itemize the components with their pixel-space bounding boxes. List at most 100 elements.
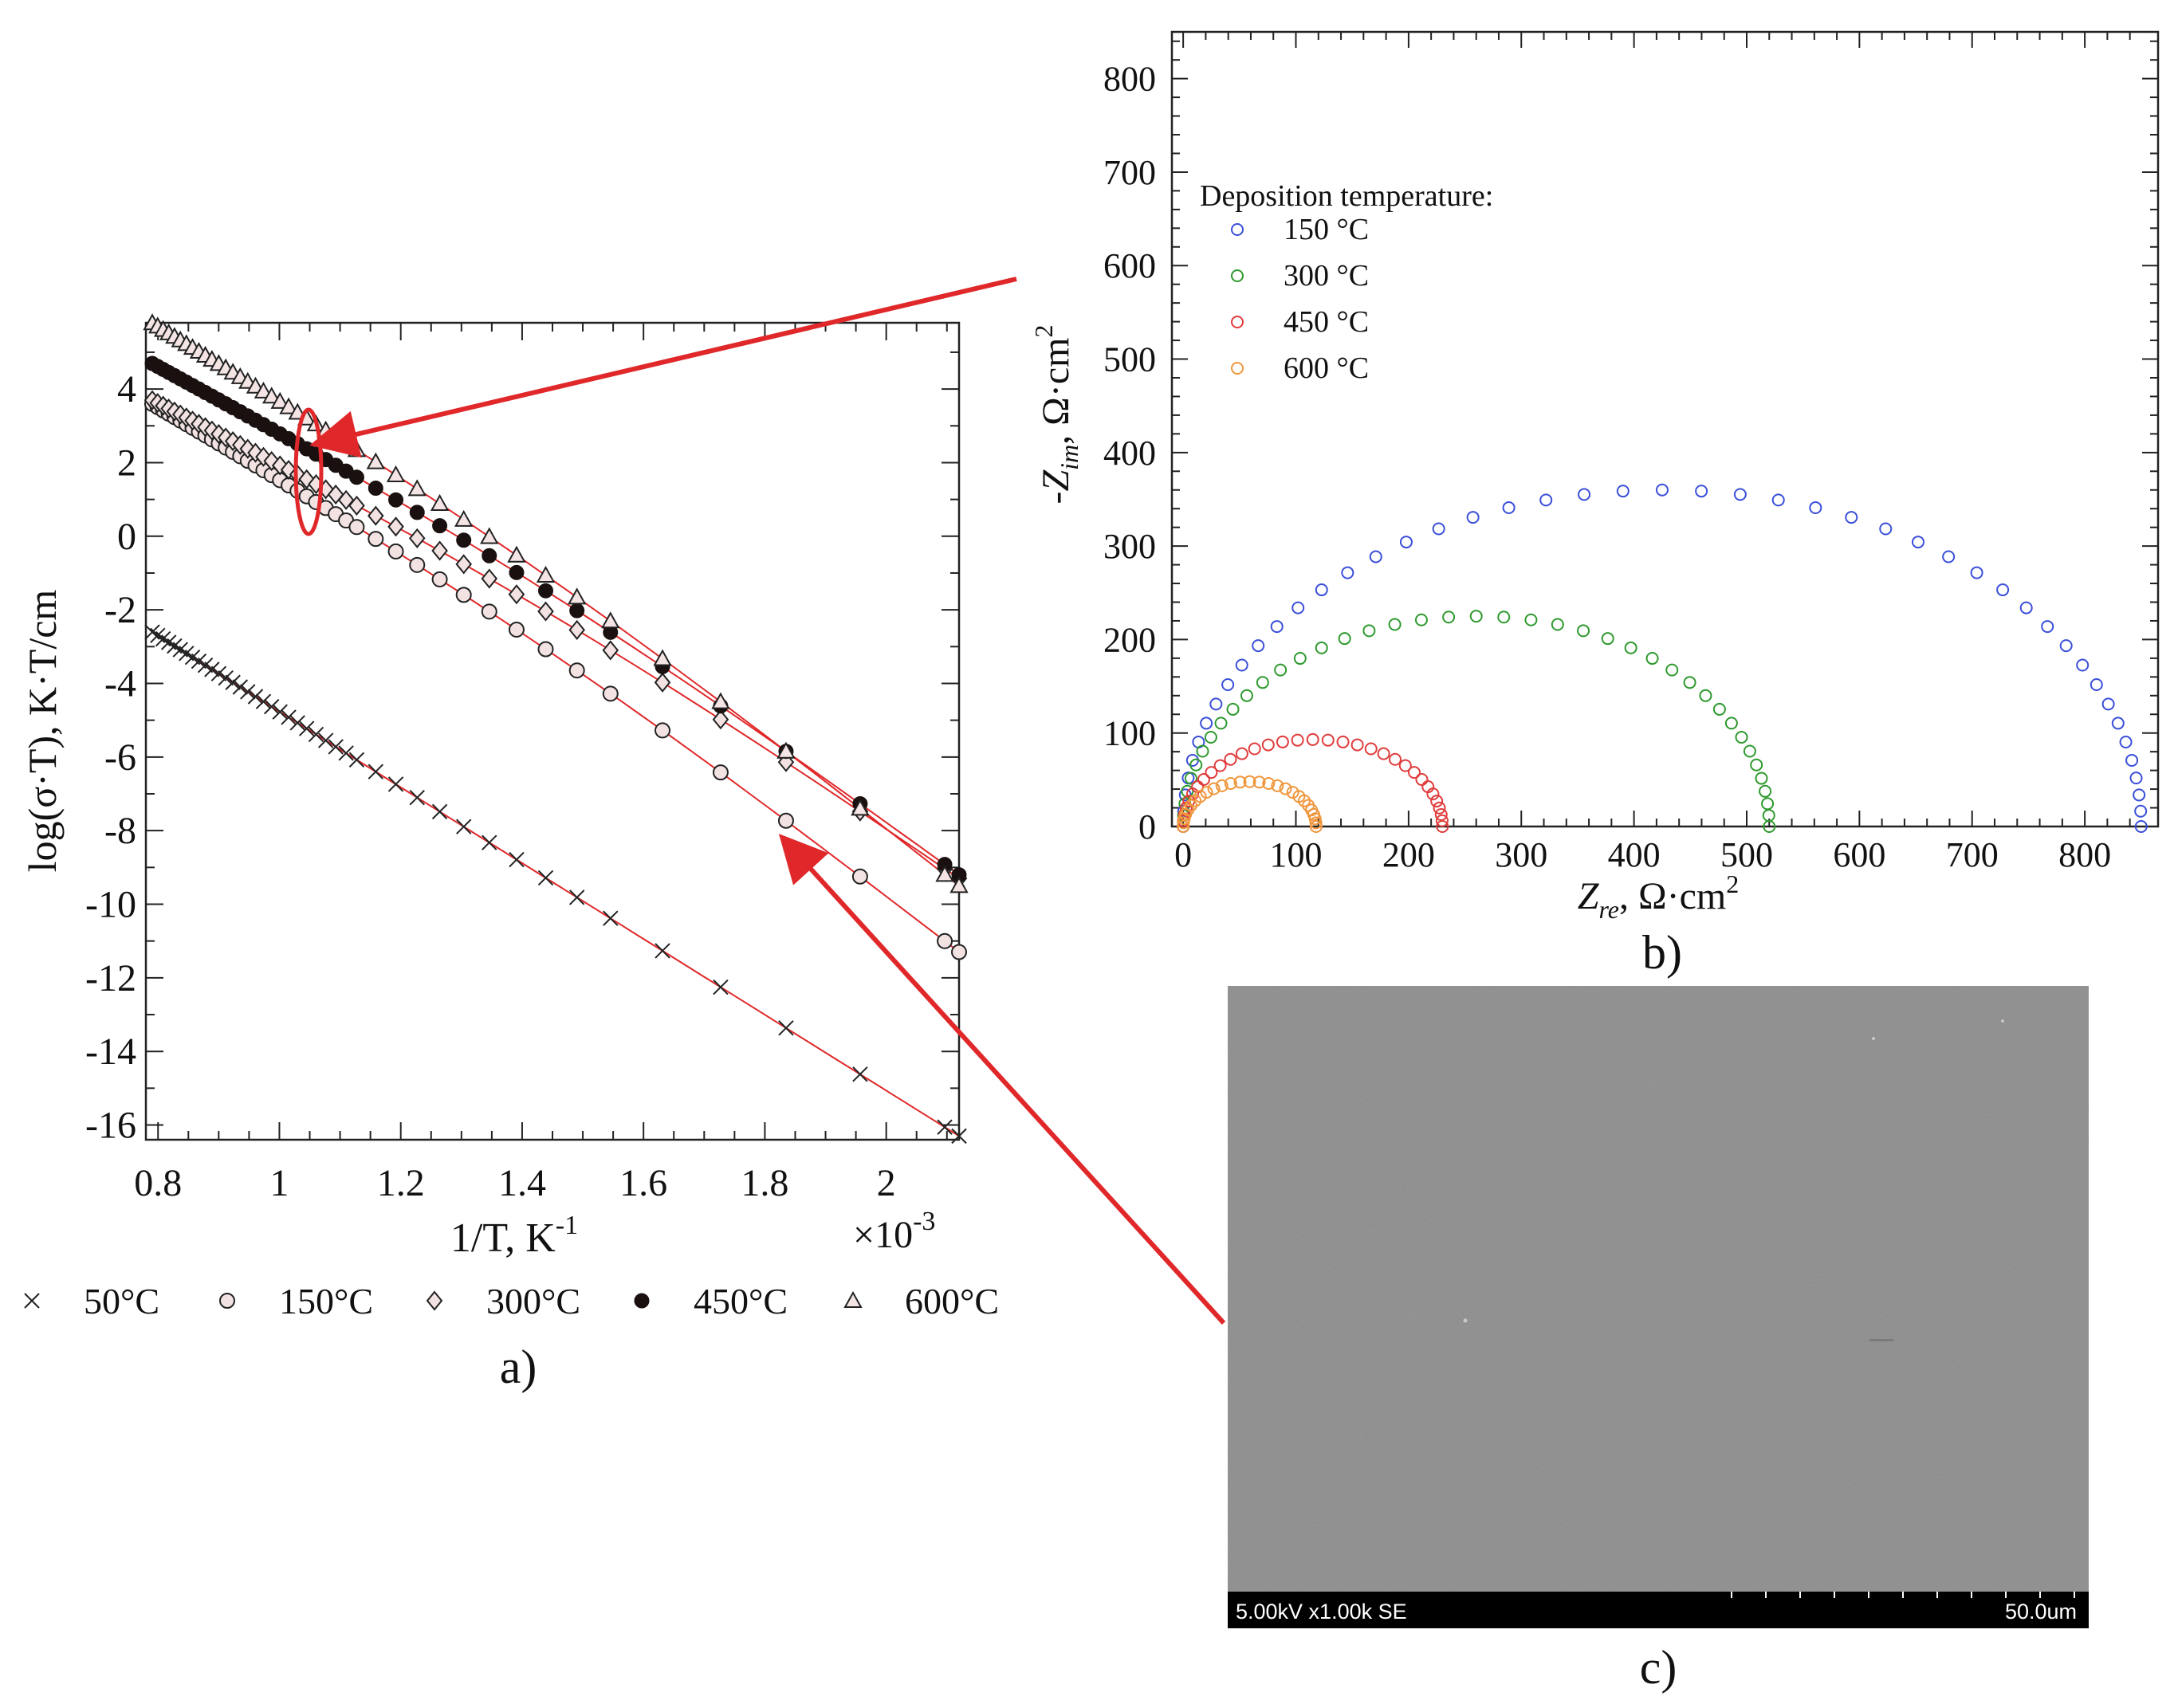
chart-b-x-tick-label: 500 <box>1720 835 1773 874</box>
chart-a-y-tick-label: -16 <box>85 1105 136 1147</box>
chart-a-y-tick-label: -6 <box>104 736 136 779</box>
chart-b-point <box>1761 797 1775 811</box>
chart-b-point <box>1261 738 1275 752</box>
chart-a-point <box>569 603 585 618</box>
chart-a-point <box>776 741 796 759</box>
chart-a-point <box>225 674 241 690</box>
chart-a-legend-marker <box>219 1293 235 1309</box>
sem-image-panel: 5.00kV x1.00k SE 50.0um c) <box>1228 986 2089 1694</box>
chart-a-point <box>509 564 525 580</box>
chart-a-point <box>431 571 448 587</box>
chart-b-point <box>1645 652 1659 666</box>
chart-a-point <box>480 527 499 544</box>
chart-a-point <box>536 565 556 583</box>
chart-b-point <box>2119 736 2133 749</box>
chart-b-point <box>1196 744 1209 758</box>
chart-a-point <box>951 1128 967 1145</box>
chart-a-point <box>455 819 472 834</box>
chart-a-x-tick-label: 1.4 <box>498 1162 546 1204</box>
chart-b-point <box>1665 663 1679 677</box>
sem-info-bar <box>1228 1592 2089 1628</box>
chart-b-point <box>1435 814 1449 827</box>
chart-b-point <box>1252 639 1265 653</box>
chart-a-y-tick-label: -2 <box>104 589 136 631</box>
chart-a-y-tick-label: -10 <box>85 884 136 926</box>
chart-b-legend-marker <box>1231 269 1244 282</box>
chart-b-point <box>2134 820 2148 833</box>
chart-b-point <box>1338 632 1351 646</box>
chart-b-markers <box>1177 483 2148 833</box>
highlight-ellipse <box>293 407 324 536</box>
chart-b-point <box>1293 652 1307 666</box>
chart-b-point <box>1763 820 1776 833</box>
chart-a-point <box>263 698 280 715</box>
chart-b-x-tick-label: 200 <box>1382 835 1435 874</box>
chart-a-point <box>368 505 384 526</box>
chart-b-point <box>2019 601 2033 614</box>
chart-b-point <box>2129 772 2143 785</box>
chart-b-point <box>1578 488 1591 501</box>
chart-a-point <box>508 584 525 605</box>
chart-b-point <box>1309 820 1323 833</box>
chart-a-x-tick-label: 1 <box>269 1162 289 1204</box>
chart-a-point <box>255 693 272 709</box>
chart-b-point <box>2101 697 2115 711</box>
chart-b-frame <box>1170 30 2160 828</box>
panel-label-a: a) <box>500 1341 537 1393</box>
chart-b-point <box>1432 522 1445 536</box>
chart-b-legend-marker <box>1231 223 1244 236</box>
chart-b-point <box>1996 583 2010 597</box>
chart-a-point <box>387 776 404 792</box>
chart-b-x-tick-label: 700 <box>1946 835 1999 874</box>
chart-b-point <box>1224 752 1237 766</box>
chart-a-point <box>240 684 256 700</box>
chart-b-x-axis-label: Zre, Ω·cm2 <box>1578 870 1739 924</box>
chart-b-point <box>1235 658 1248 672</box>
chart-b-y-tick-label: 800 <box>1103 60 1156 99</box>
chart-a-point <box>602 640 619 661</box>
chart-a-point <box>455 554 472 575</box>
chart-b-y-tick-label: 0 <box>1138 807 1156 846</box>
chart-a-y-axis-label: log(σ·T), K·T/cm <box>20 590 65 873</box>
chart-a-point <box>712 709 729 730</box>
chart-b-point <box>1771 493 1785 507</box>
chart-b-y-axis-label: -Zim, Ω·cm2 <box>1029 325 1083 505</box>
chart-a-point <box>270 391 289 409</box>
chart-b-point <box>1369 550 1382 563</box>
chart-a-y-tick-label: -8 <box>104 810 136 852</box>
chart-a-point <box>454 509 474 527</box>
chart-a-point <box>482 548 497 563</box>
chart-a-point <box>567 587 587 605</box>
chart-a-x-tick-label: 2 <box>877 1162 896 1204</box>
chart-a-point <box>348 469 364 485</box>
chart-b-point <box>1879 522 1893 536</box>
chart-b-point <box>1399 536 1413 549</box>
chart-b-x-tick-label: 800 <box>2058 835 2111 874</box>
chart-a-point <box>348 519 365 536</box>
chart-b-point <box>1184 772 1197 785</box>
chart-b-point <box>1321 733 1335 747</box>
chart-b-point <box>1942 550 1956 563</box>
chart-a-point <box>407 479 427 497</box>
chart-b-point <box>1497 611 1511 624</box>
chart-b-point <box>1743 744 1756 758</box>
chart-a-point <box>261 387 281 404</box>
chart-b-x-tick-label: 100 <box>1270 835 1323 874</box>
chart-a-fit-line <box>151 402 960 953</box>
chart-a-point <box>430 493 450 511</box>
chart-b-point <box>1601 632 1614 646</box>
chart-b-y-tick-label: 500 <box>1103 340 1156 379</box>
chart-b-point <box>2133 788 2146 802</box>
chart-a-y-tick-label: 0 <box>117 516 136 558</box>
chart-a-point <box>232 679 249 695</box>
chart-a-legend-marker <box>24 1293 40 1309</box>
chart-b-point <box>2059 639 2073 653</box>
chart-b-point <box>1315 583 1328 597</box>
chart-a-point <box>851 799 870 816</box>
chart-b-point <box>1434 807 1448 821</box>
chart-b-point <box>1350 738 1364 752</box>
chart-a-point <box>653 649 672 666</box>
chart-b-point <box>1695 485 1708 498</box>
chart-a-y-tick-label: -4 <box>104 662 136 705</box>
chart-a-point <box>655 722 671 739</box>
